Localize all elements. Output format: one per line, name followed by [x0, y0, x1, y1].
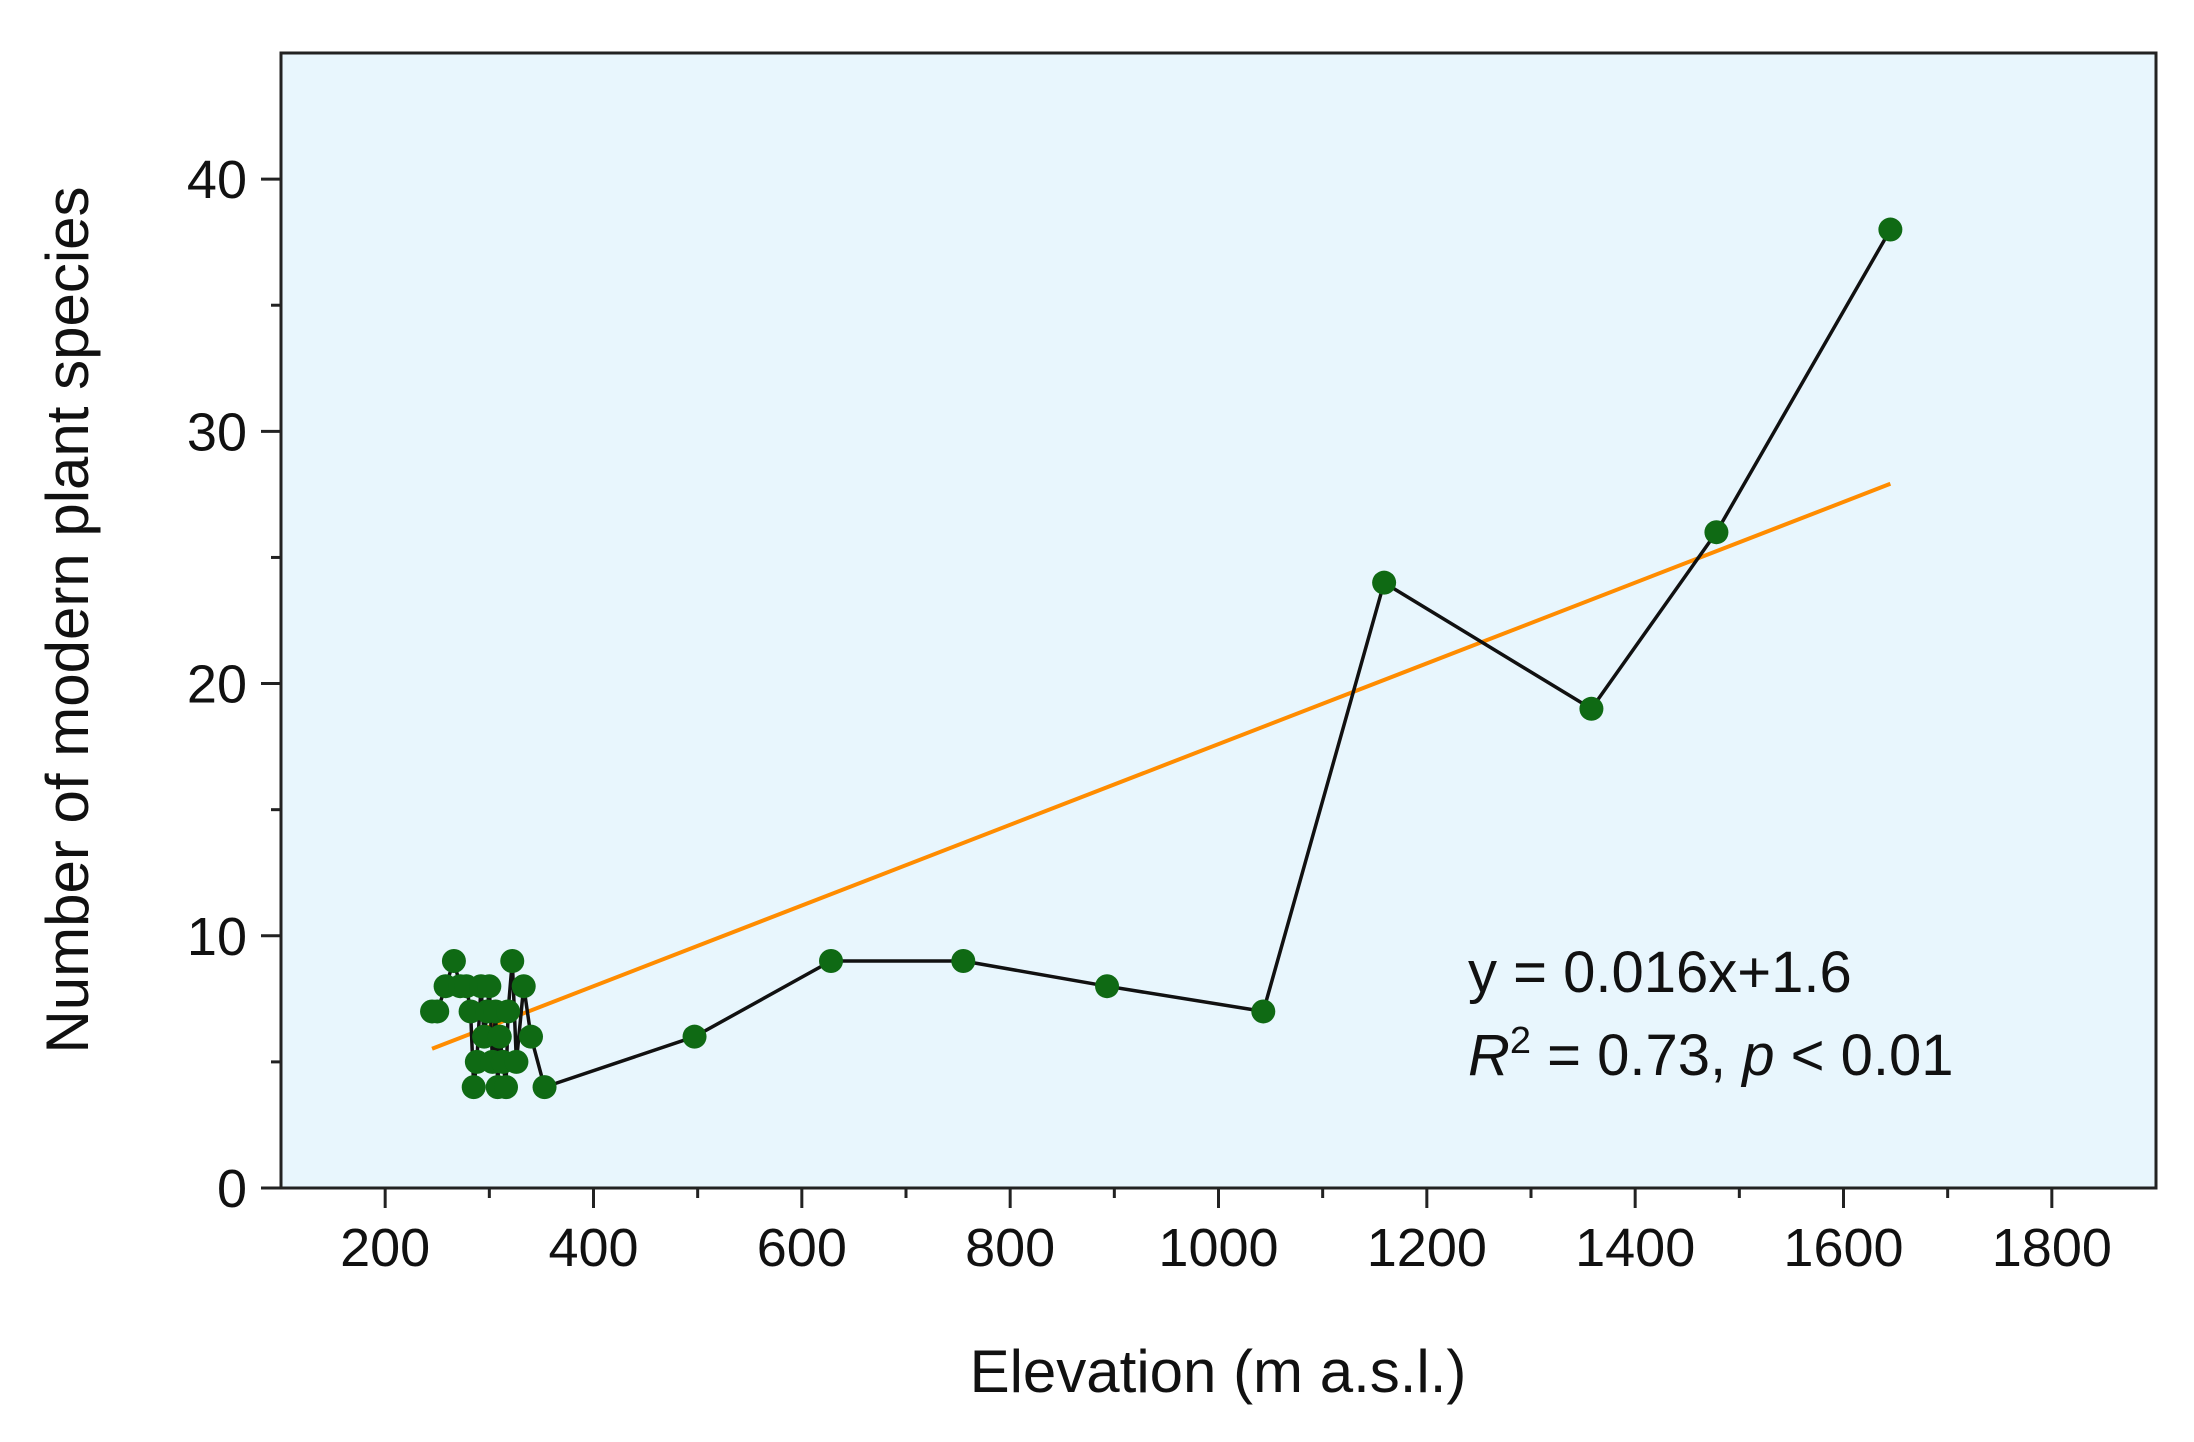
data-point [500, 949, 525, 973]
x-tick-label: 1600 [1783, 1218, 1903, 1278]
y-tick-label: 10 [187, 907, 247, 967]
data-point [487, 1024, 512, 1049]
data-point [519, 1024, 543, 1049]
x-tick-label: 200 [340, 1218, 430, 1278]
x-tick-label: 800 [965, 1218, 1055, 1278]
data-point [1251, 999, 1276, 1024]
data-point [682, 1024, 707, 1049]
x-tick-label: 1800 [1992, 1218, 2112, 1278]
data-point [1579, 696, 1604, 721]
y-tick-label: 40 [187, 150, 247, 210]
x-tick-label: 1200 [1367, 1218, 1487, 1278]
p-value: < 0.01 [1775, 1023, 1954, 1088]
y-axis-title: Number of modern plant species [34, 186, 101, 1053]
series-line-layer [432, 228, 1892, 1089]
regression-statistics: R2 = 0.73, p < 0.01 [1468, 1020, 1954, 1088]
plot-background [281, 53, 2156, 1188]
trendline-layer [431, 481, 1892, 1051]
data-point-layer [420, 217, 1903, 1100]
y-tick-label: 20 [187, 655, 247, 715]
p-symbol: p [1740, 1023, 1774, 1088]
data-point [504, 1049, 529, 1074]
trendline [431, 481, 1892, 1051]
data-point [1095, 974, 1120, 999]
data-point [425, 999, 450, 1024]
x-tick-label: 600 [757, 1218, 847, 1278]
data-point [1372, 570, 1397, 595]
data-point [951, 949, 976, 973]
data-point [496, 999, 521, 1024]
data-point [477, 974, 502, 999]
data-point [458, 999, 483, 1024]
x-tick-label: 1000 [1158, 1218, 1278, 1278]
data-point [494, 1075, 518, 1100]
x-tick-label: 400 [548, 1218, 638, 1278]
data-point [1878, 217, 1903, 242]
r-value: = 0.73, [1531, 1023, 1742, 1088]
x-tick-label: 1400 [1575, 1218, 1695, 1278]
data-point [1704, 520, 1729, 545]
series-line [432, 228, 1892, 1089]
data-point [532, 1075, 557, 1100]
r-symbol: R [1468, 1023, 1510, 1088]
y-tick-label: 30 [187, 402, 247, 462]
data-point [819, 949, 843, 973]
data-point [461, 1075, 486, 1100]
y-tick-label: 0 [217, 1159, 247, 1219]
data-point [511, 974, 536, 999]
tick-layer: 200 400 600 800 1000 1200 1400 1600 1800 0 10 20 30 4… [187, 150, 2112, 1278]
r-superscript: 2 [1510, 1020, 1531, 1062]
regression-equation: y = 0.016x+1.6 [1468, 940, 1852, 1005]
x-axis-title: Elevation (m a.s.l.) [970, 1338, 1467, 1405]
data-point [441, 949, 466, 973]
